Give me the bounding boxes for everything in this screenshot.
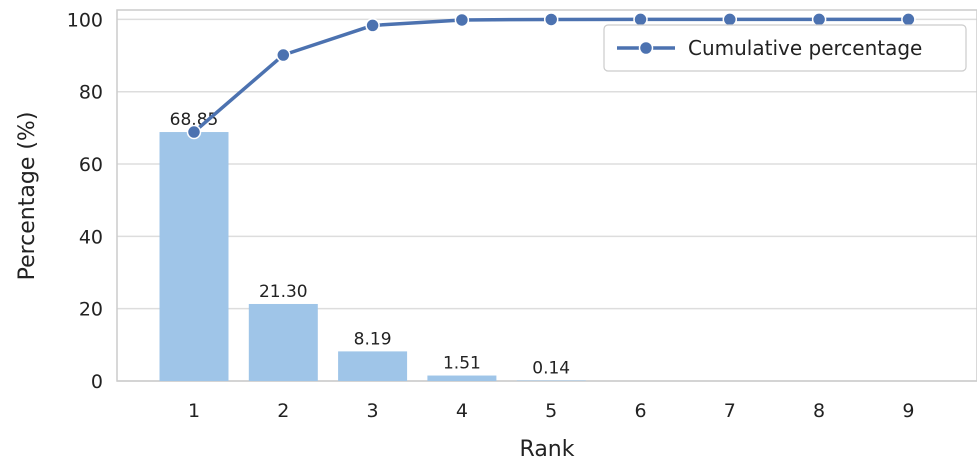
cumulative-point — [811, 12, 827, 27]
bar-data-label: 68.85 — [170, 110, 219, 130]
legend: Cumulative percentage — [603, 24, 967, 72]
bar — [338, 351, 408, 381]
x-tick-label: 5 — [545, 400, 557, 422]
y-tick-label: 40 — [79, 226, 103, 248]
y-tick-label: 80 — [79, 82, 103, 104]
cumulative-line — [186, 12, 916, 140]
y-axis-title: Percentage (%) — [15, 112, 40, 281]
bar — [516, 380, 586, 381]
legend-label: Cumulative percentage — [688, 36, 922, 60]
x-tick-label: 6 — [634, 400, 646, 422]
x-tick-label: 7 — [724, 400, 736, 422]
bar-data-label: 8.19 — [354, 329, 392, 349]
legend-box — [603, 24, 967, 72]
legend-marker-swatch — [638, 40, 654, 56]
bar — [248, 303, 318, 381]
x-tick-label: 4 — [456, 400, 468, 422]
x-tick-label: 8 — [813, 400, 825, 422]
bar-data-label: 1.51 — [443, 354, 481, 374]
x-tick-label: 9 — [902, 400, 914, 422]
y-tick-labels: 0 20 40 60 80 100 — [67, 9, 103, 393]
cumulative-point — [186, 124, 202, 140]
bar-data-label: 21.30 — [259, 282, 308, 302]
cumulative-point — [633, 12, 648, 27]
grid — [117, 18, 977, 382]
bar — [159, 132, 229, 381]
cumulative-point — [454, 12, 470, 28]
x-axis-title: Rank — [520, 437, 575, 462]
y-tick-label: 0 — [91, 371, 103, 393]
x-tick-label: 2 — [277, 400, 289, 422]
x-tick-labels: 1 2 3 4 5 6 7 8 9 — [188, 400, 914, 422]
bar-data-label: 0.14 — [532, 358, 570, 378]
cumulative-point — [722, 12, 738, 27]
bar — [427, 375, 497, 381]
cumulative-point — [365, 18, 380, 33]
cumulative-point — [543, 12, 559, 27]
bar-labels: 68.85 21.30 8.19 1.51 0.14 — [170, 110, 570, 378]
cumulative-point — [901, 12, 916, 27]
x-tick-label: 1 — [188, 400, 200, 422]
y-tick-label: 100 — [67, 9, 103, 31]
y-tick-label: 60 — [79, 154, 103, 176]
bars — [159, 132, 586, 381]
y-tick-label: 20 — [79, 299, 103, 321]
x-tick-label: 3 — [367, 400, 379, 422]
cumulative-point — [276, 47, 291, 63]
